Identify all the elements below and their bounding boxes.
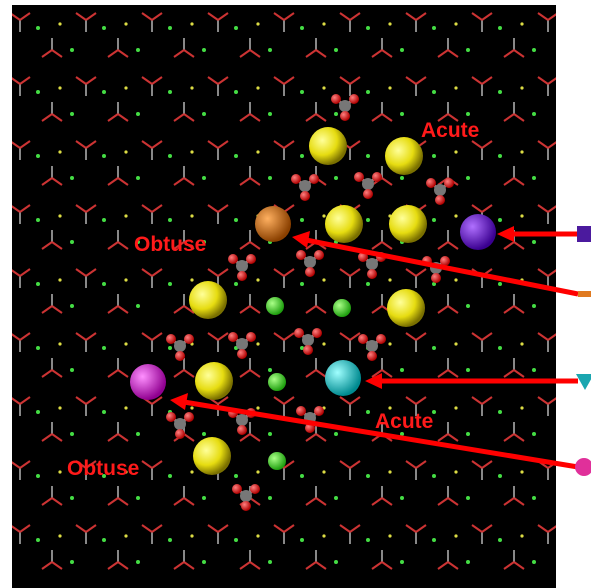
legend-markers <box>575 226 591 476</box>
figure: Acute Obtuse Acute Obtuse <box>0 0 591 588</box>
angle-label: Acute <box>421 119 479 142</box>
angle-label: Obtuse <box>67 457 139 480</box>
angle-label: Obtuse <box>134 233 206 256</box>
angle-label: Acute <box>375 410 433 433</box>
lattice <box>12 5 556 588</box>
